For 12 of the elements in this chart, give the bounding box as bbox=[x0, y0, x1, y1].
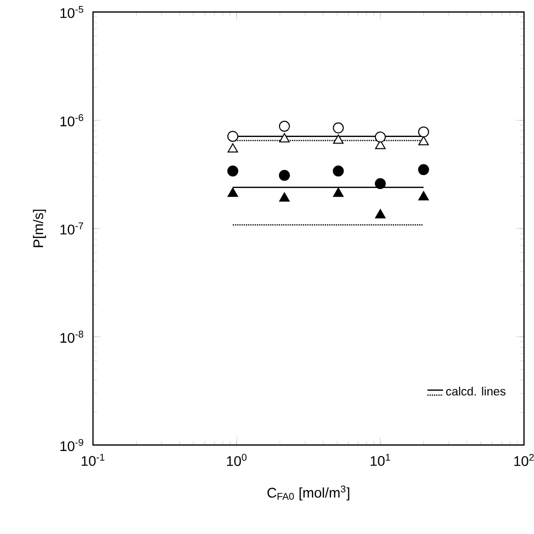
y-tick-label: 10$^{-7}$ bbox=[60, 222, 84, 235]
legend-label: calcd. lines bbox=[446, 386, 506, 396]
y-axis-title: P[m/s] bbox=[32, 210, 46, 248]
y-tick-label: 10$^{-8}$ bbox=[60, 330, 84, 343]
y-tick-label: 10$^{-6}$ bbox=[60, 114, 84, 126]
x-tick-label: 10$^{1}$ bbox=[370, 454, 390, 466]
x-tick-label: 10$^{-1}$ bbox=[82, 454, 104, 466]
x-tick-label: 10$^{2}$ bbox=[514, 454, 534, 466]
x-tick-label: 10$^{0}$ bbox=[227, 454, 247, 466]
y-tick-label: 10$^{-5}$ bbox=[60, 6, 84, 18]
y-tick-label: 10$^{-9}$ bbox=[60, 438, 84, 452]
x-axis-title: C$_{FA0}$ [mol/m$^{3}$] bbox=[267, 486, 350, 500]
